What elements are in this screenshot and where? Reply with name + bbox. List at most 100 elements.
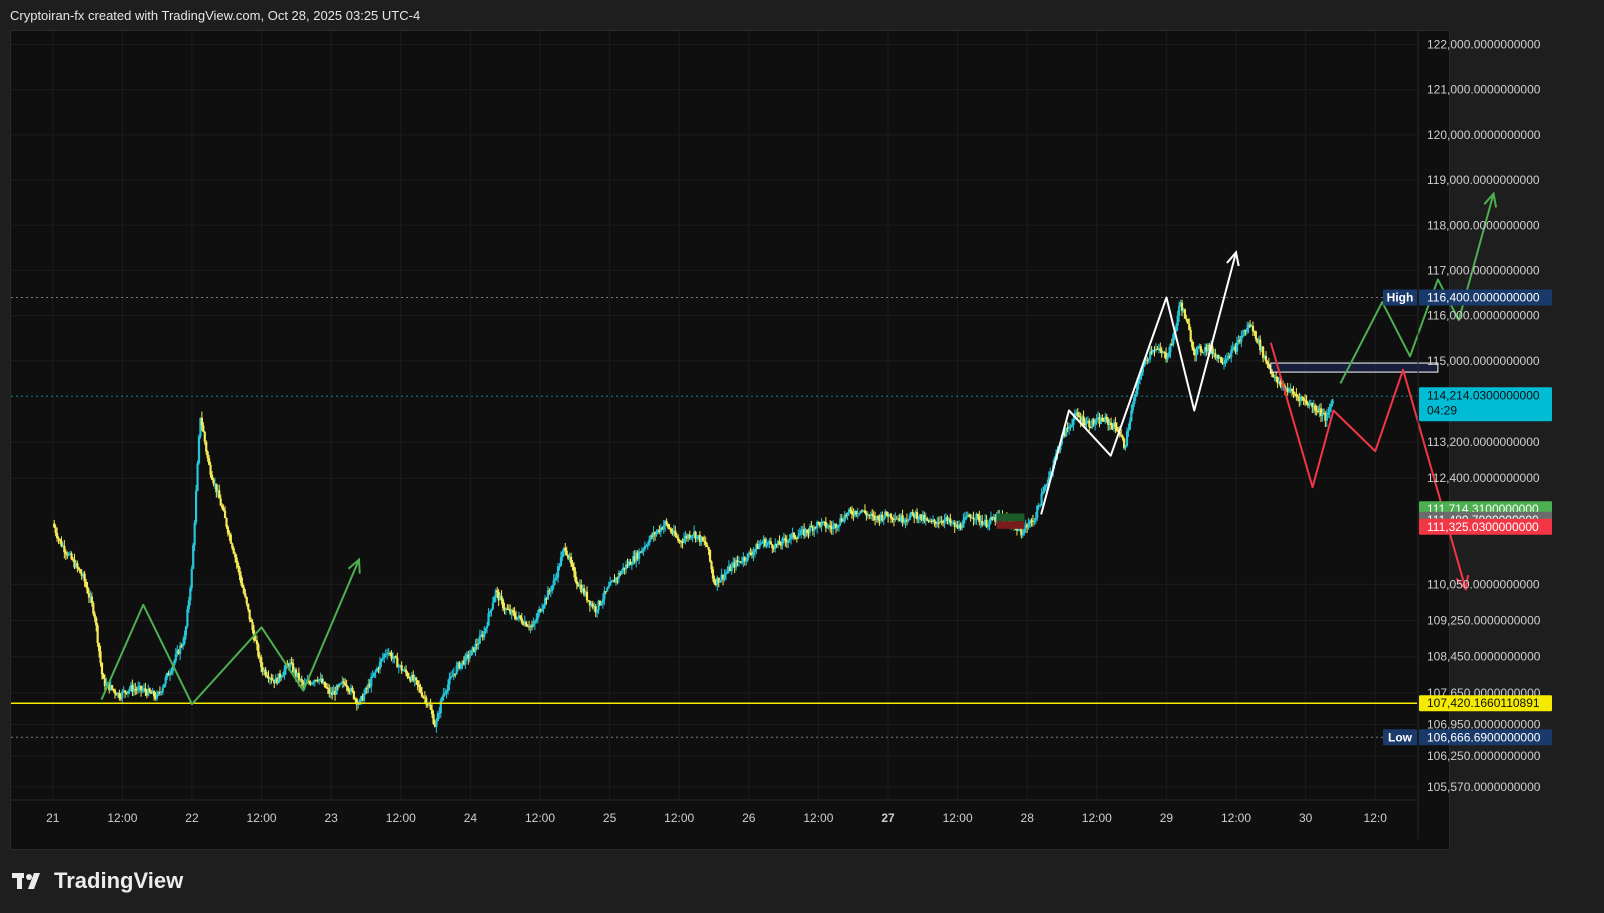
- candle-body: [303, 683, 306, 686]
- candle-body: [795, 538, 799, 540]
- candle-body: [1257, 339, 1260, 343]
- candle-body: [794, 537, 797, 539]
- candle-body: [884, 511, 887, 518]
- candle-body: [239, 575, 243, 584]
- candle-body: [1288, 391, 1291, 393]
- candle-body: [1192, 346, 1195, 352]
- price-badge-label-red-level: 111,325.0300000000: [1427, 520, 1539, 534]
- candle-body: [1183, 309, 1187, 319]
- candle-body: [850, 511, 854, 515]
- candle-body: [1315, 410, 1318, 412]
- candle-body: [1114, 422, 1117, 428]
- candle-body: [323, 681, 327, 688]
- candle-body: [223, 510, 227, 519]
- candle-body: [1317, 411, 1320, 413]
- candle-body: [504, 608, 508, 610]
- candle-body: [1163, 352, 1166, 354]
- candle-body: [638, 551, 641, 559]
- candle-body: [558, 566, 561, 568]
- candle-body: [1166, 356, 1169, 360]
- candle-body: [639, 551, 642, 553]
- candle-body: [1296, 396, 1299, 398]
- candle-body: [813, 527, 816, 532]
- candle-body: [648, 539, 651, 545]
- tradingview-logo[interactable]: TradingView: [12, 868, 183, 894]
- candle-body: [839, 518, 842, 525]
- candle-body: [949, 518, 952, 524]
- candle-body: [530, 625, 534, 627]
- candle-body: [1127, 429, 1130, 432]
- candle-body: [1237, 339, 1240, 343]
- candle-body: [199, 417, 202, 437]
- candlestick-chart[interactable]: 122,000.0000000000 121,000.0000000000 120,…: [11, 31, 1603, 851]
- price-badge-current: [1419, 387, 1552, 422]
- candle-body: [192, 545, 195, 569]
- candle-body: [1120, 435, 1123, 437]
- candle-body: [1176, 315, 1179, 326]
- y-tick-label: 106,950.0000000000: [1427, 717, 1541, 731]
- candle-body: [700, 537, 703, 543]
- candle-body: [710, 561, 713, 570]
- candle-body: [139, 685, 143, 691]
- chart-area[interactable]: 122,000.0000000000 121,000.0000000000 120,…: [10, 30, 1552, 850]
- candle-body: [474, 643, 477, 652]
- candle-body: [842, 521, 845, 523]
- candle-body: [797, 535, 800, 539]
- candle-body: [811, 526, 814, 532]
- candle-body: [171, 665, 175, 671]
- candle-body: [467, 654, 470, 659]
- candle-body: [942, 521, 945, 523]
- candle-body: [636, 552, 639, 559]
- x-tick-label: 25: [603, 811, 617, 825]
- candle-body: [1264, 355, 1268, 362]
- candle-body: [717, 577, 720, 583]
- candle-body: [97, 643, 101, 652]
- candle-body: [556, 566, 560, 578]
- candle-body: [1133, 397, 1136, 404]
- candle-body: [1094, 422, 1097, 425]
- candle-body: [1085, 421, 1088, 425]
- candle-body: [1072, 418, 1075, 426]
- candle-body: [779, 544, 783, 546]
- candle-body: [126, 690, 130, 694]
- candle-body: [1041, 491, 1045, 494]
- candle-body: [1036, 505, 1039, 518]
- candle-body: [1185, 318, 1188, 320]
- candle-body: [1134, 394, 1137, 398]
- candle-body: [263, 669, 266, 672]
- candle-body: [918, 514, 922, 519]
- x-tick-label: 24: [464, 811, 478, 825]
- candle-body: [943, 519, 946, 523]
- candle-body: [287, 664, 290, 668]
- candle-body: [833, 524, 836, 527]
- candle-body: [170, 670, 173, 674]
- candle-body: [978, 516, 981, 523]
- candle-body: [965, 516, 968, 518]
- candle-body: [869, 514, 872, 516]
- candle-body: [771, 544, 774, 548]
- candle-body: [1092, 419, 1095, 425]
- candle-body: [176, 650, 179, 655]
- candle-body: [661, 527, 664, 530]
- candle-body: [936, 522, 939, 524]
- candle-body: [756, 544, 759, 550]
- candle-body: [345, 685, 348, 688]
- candle-body: [985, 519, 988, 527]
- candle-body: [659, 527, 662, 532]
- candle-body: [1208, 344, 1211, 351]
- candle-body: [283, 669, 286, 676]
- candle-body: [367, 683, 370, 689]
- candle-body: [1269, 367, 1272, 370]
- candle-body: [293, 669, 296, 673]
- candle-body: [341, 681, 344, 684]
- candle-body: [892, 518, 896, 521]
- candle-body: [147, 688, 150, 696]
- candle-body: [878, 517, 881, 521]
- candle-body: [748, 552, 751, 554]
- y-tick-label: 112,400.0000000000: [1427, 471, 1540, 485]
- candle-body: [268, 678, 272, 680]
- candle-body: [1311, 402, 1314, 408]
- candle-body: [189, 587, 192, 601]
- candle-body: [646, 544, 649, 546]
- candle-body: [594, 606, 597, 613]
